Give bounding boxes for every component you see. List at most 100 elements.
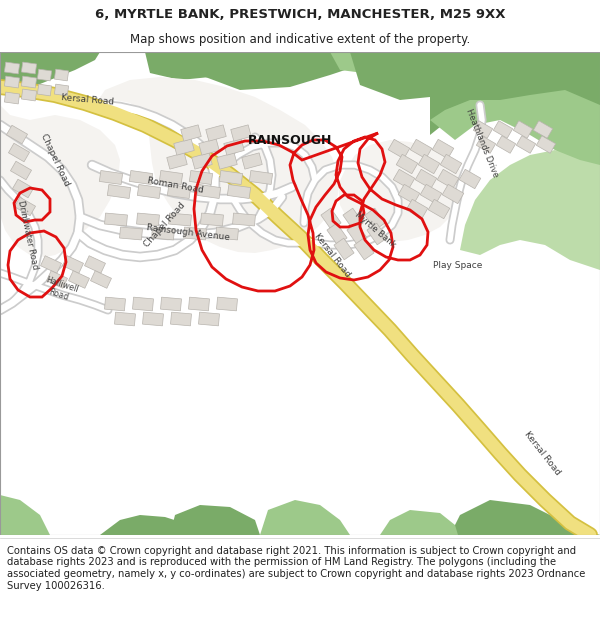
Polygon shape — [0, 52, 100, 90]
Polygon shape — [321, 208, 341, 230]
Polygon shape — [145, 52, 230, 80]
Polygon shape — [380, 510, 458, 535]
Polygon shape — [496, 136, 515, 153]
Polygon shape — [115, 312, 136, 326]
Polygon shape — [174, 139, 194, 155]
Polygon shape — [418, 154, 440, 174]
Polygon shape — [10, 161, 32, 180]
Polygon shape — [4, 62, 20, 74]
Polygon shape — [0, 105, 120, 257]
Polygon shape — [100, 515, 200, 535]
Polygon shape — [104, 213, 127, 226]
Polygon shape — [167, 153, 187, 169]
Polygon shape — [41, 256, 61, 273]
Polygon shape — [365, 208, 385, 230]
Polygon shape — [476, 136, 496, 153]
Polygon shape — [95, 77, 338, 253]
Polygon shape — [224, 139, 244, 155]
Polygon shape — [250, 171, 272, 184]
Polygon shape — [215, 227, 238, 240]
Polygon shape — [22, 89, 37, 101]
Polygon shape — [137, 213, 160, 226]
Polygon shape — [197, 184, 221, 199]
Polygon shape — [192, 153, 212, 169]
Text: Halliwell
Road: Halliwell Road — [41, 276, 79, 304]
Polygon shape — [37, 84, 52, 96]
Polygon shape — [137, 184, 161, 199]
Polygon shape — [334, 238, 354, 260]
Polygon shape — [415, 169, 437, 189]
Polygon shape — [227, 184, 251, 199]
Polygon shape — [220, 171, 242, 184]
Polygon shape — [217, 153, 237, 169]
Polygon shape — [161, 297, 181, 311]
Polygon shape — [430, 52, 600, 155]
Polygon shape — [68, 271, 89, 288]
Text: Map shows position and indicative extent of the property.: Map shows position and indicative extent… — [130, 33, 470, 46]
Polygon shape — [432, 139, 454, 159]
Polygon shape — [22, 76, 37, 88]
Polygon shape — [514, 121, 533, 138]
Polygon shape — [430, 90, 600, 175]
Polygon shape — [130, 171, 152, 184]
Polygon shape — [398, 184, 420, 204]
Polygon shape — [437, 169, 459, 189]
Polygon shape — [473, 121, 493, 138]
Polygon shape — [231, 125, 251, 141]
Text: Roman Road: Roman Road — [146, 176, 204, 194]
Polygon shape — [188, 297, 209, 311]
Text: Chapel Road: Chapel Road — [143, 201, 187, 249]
Polygon shape — [184, 227, 206, 240]
Polygon shape — [167, 184, 191, 199]
Polygon shape — [354, 238, 374, 260]
Text: Kersal Road: Kersal Road — [312, 231, 352, 279]
Polygon shape — [350, 52, 600, 100]
Polygon shape — [170, 312, 191, 326]
Text: Drinkwater Road: Drinkwater Road — [16, 199, 40, 271]
Polygon shape — [428, 199, 450, 219]
Polygon shape — [160, 171, 182, 184]
Polygon shape — [217, 297, 238, 311]
Text: 6, MYRTLE BANK, PRESTWICH, MANCHESTER, M25 9XX: 6, MYRTLE BANK, PRESTWICH, MANCHESTER, M… — [95, 8, 505, 21]
Polygon shape — [62, 256, 83, 273]
Polygon shape — [170, 505, 260, 535]
Polygon shape — [0, 495, 50, 535]
Polygon shape — [206, 125, 226, 141]
Polygon shape — [119, 227, 142, 240]
Polygon shape — [420, 184, 442, 204]
Polygon shape — [517, 136, 536, 153]
Polygon shape — [406, 199, 428, 219]
Polygon shape — [181, 125, 201, 141]
Polygon shape — [7, 125, 28, 144]
Text: Heathlands Drive: Heathlands Drive — [464, 107, 500, 179]
Polygon shape — [100, 171, 122, 184]
Polygon shape — [107, 184, 131, 199]
Polygon shape — [242, 153, 262, 169]
Text: Kersal Road: Kersal Road — [522, 429, 562, 477]
Polygon shape — [367, 223, 387, 245]
Polygon shape — [450, 500, 600, 535]
Polygon shape — [388, 139, 410, 159]
Polygon shape — [47, 271, 67, 288]
Polygon shape — [493, 121, 512, 138]
Polygon shape — [233, 213, 256, 226]
Polygon shape — [199, 312, 220, 326]
Text: Chapel Road: Chapel Road — [39, 132, 71, 188]
Polygon shape — [536, 136, 556, 153]
Polygon shape — [199, 139, 219, 155]
Text: Rainsough Avenue: Rainsough Avenue — [146, 223, 230, 243]
Polygon shape — [347, 223, 367, 245]
Polygon shape — [143, 312, 163, 326]
Polygon shape — [37, 69, 52, 81]
Polygon shape — [260, 500, 350, 535]
Polygon shape — [459, 169, 481, 189]
Polygon shape — [169, 213, 191, 226]
Polygon shape — [4, 92, 20, 104]
Polygon shape — [104, 297, 125, 311]
Polygon shape — [393, 169, 415, 189]
Polygon shape — [200, 213, 223, 226]
Polygon shape — [195, 52, 430, 90]
Polygon shape — [91, 271, 112, 288]
Polygon shape — [338, 140, 465, 242]
Polygon shape — [330, 52, 480, 75]
